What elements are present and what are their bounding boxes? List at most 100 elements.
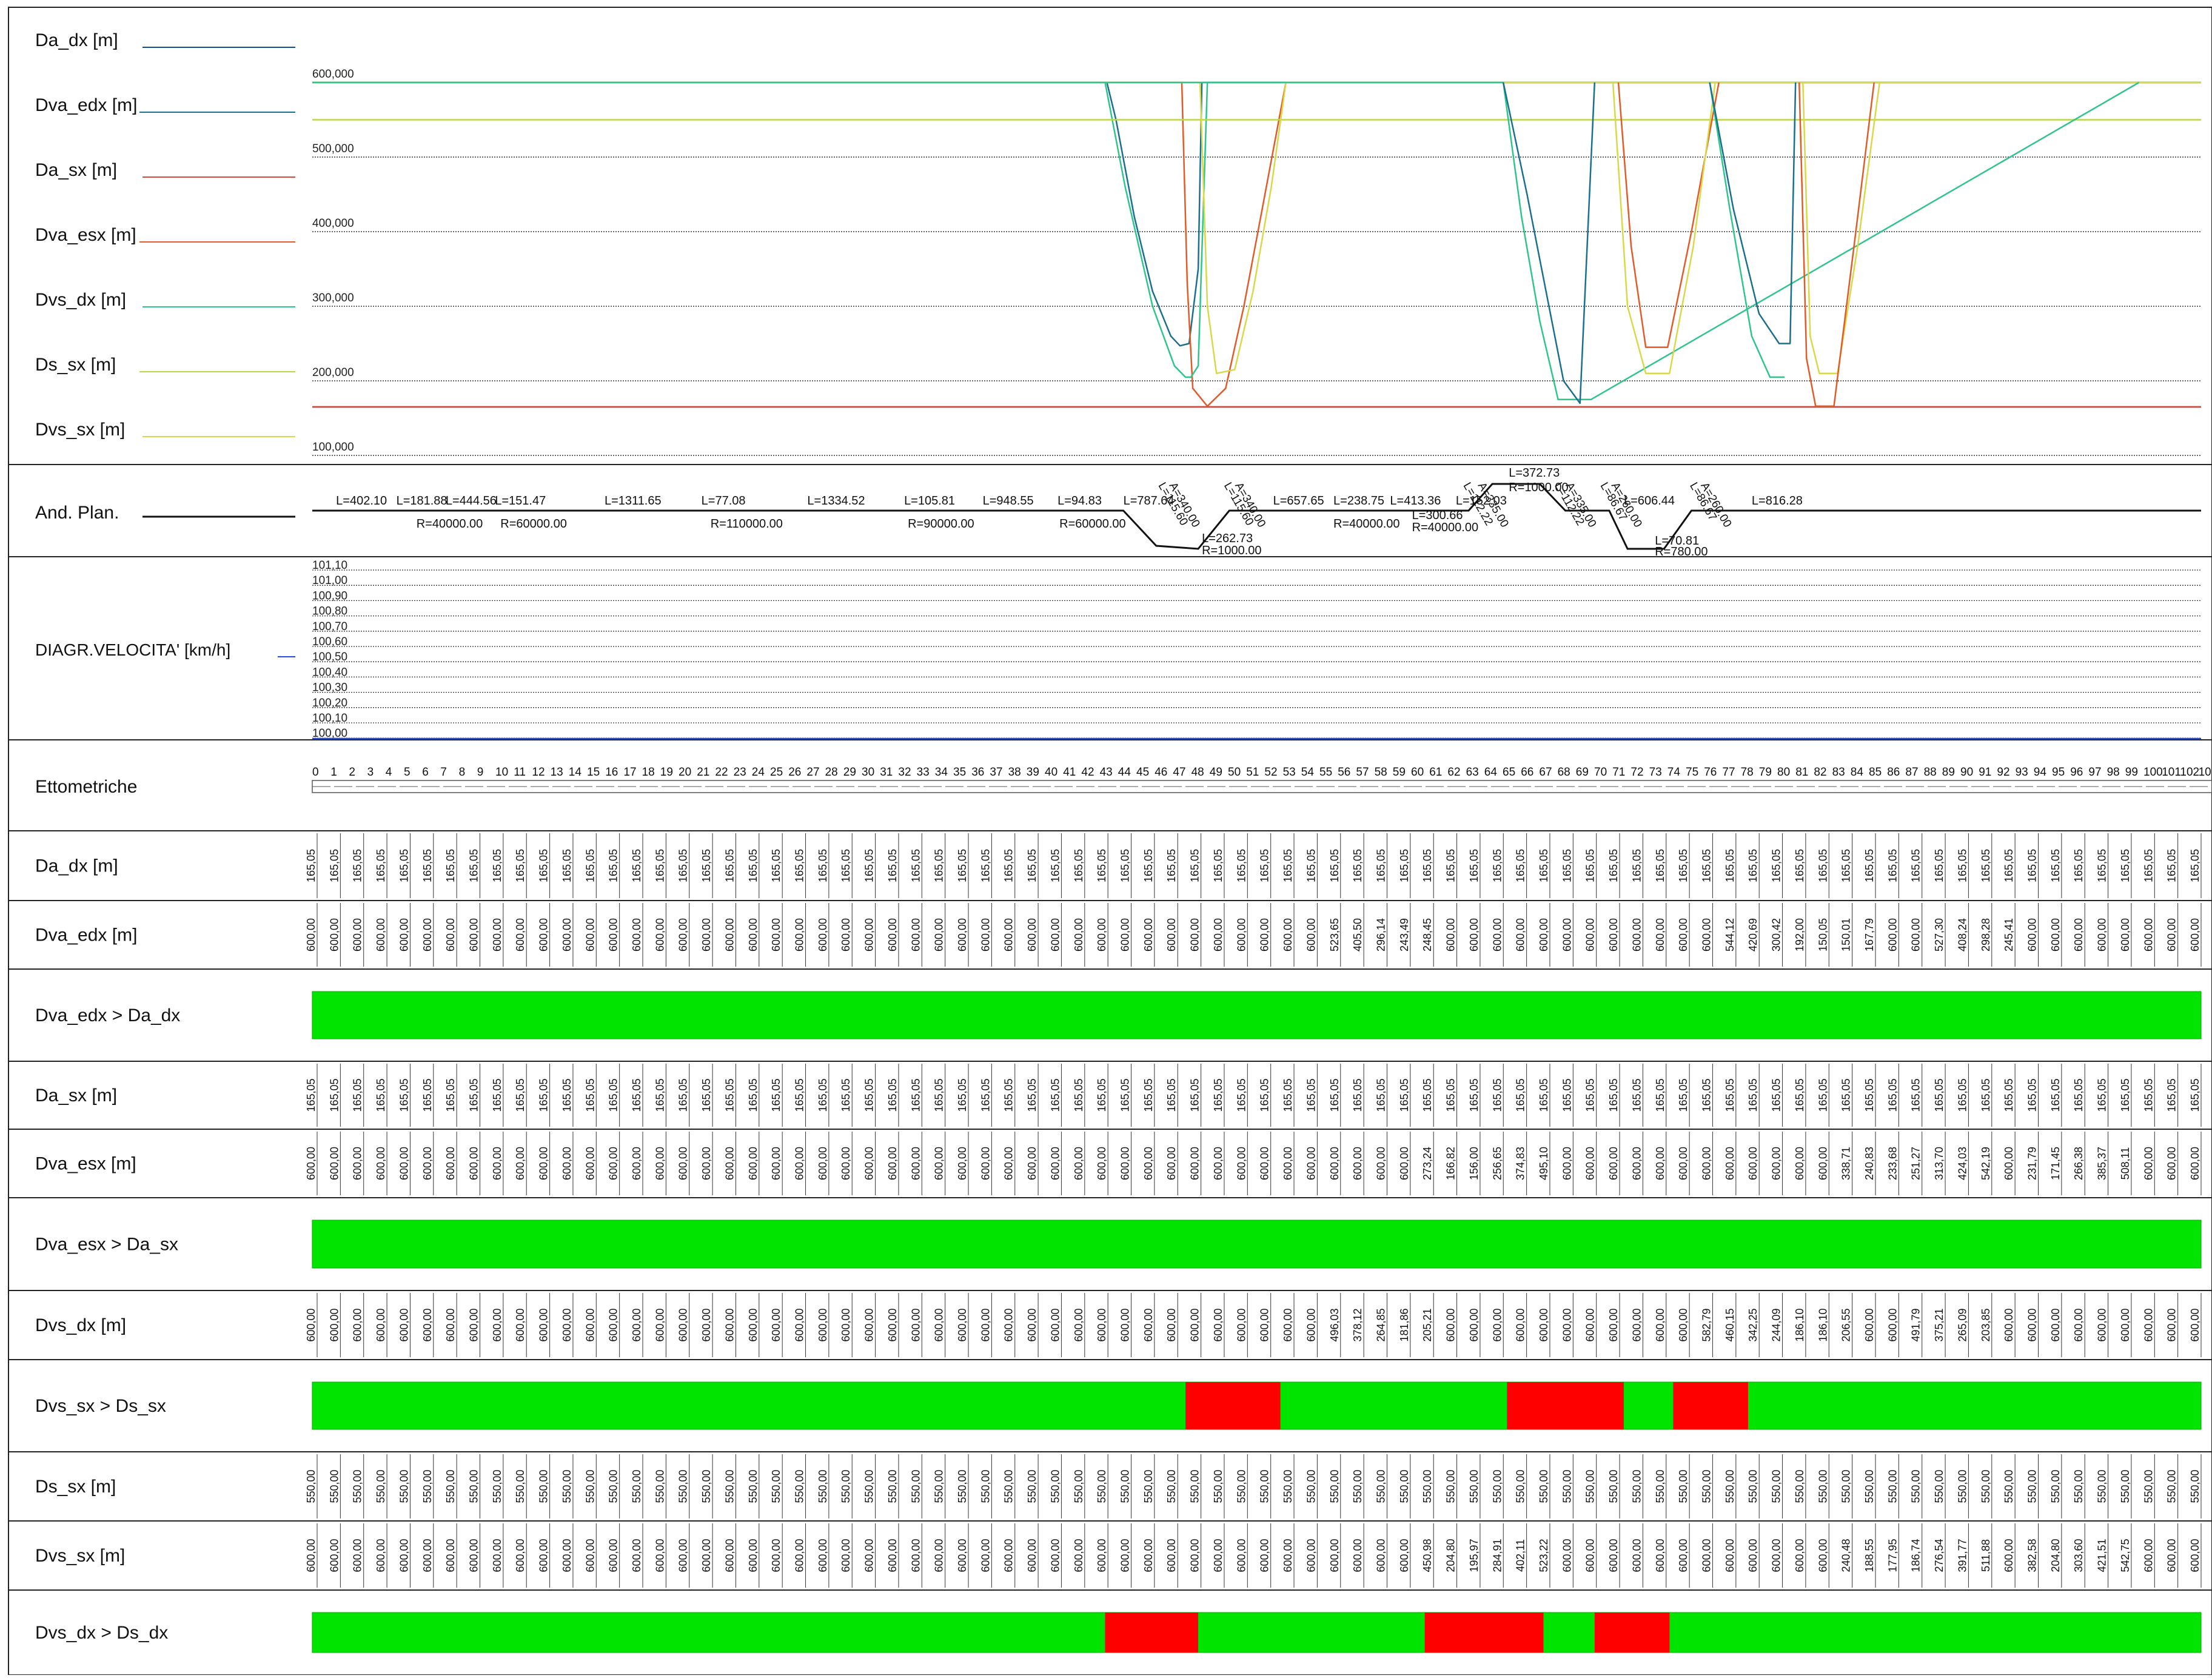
row-value: 165,05 bbox=[770, 1078, 782, 1112]
row-value: 600,00 bbox=[1607, 918, 1620, 951]
row-value: 245,41 bbox=[2003, 918, 2015, 951]
row-value: 600,00 bbox=[794, 1147, 806, 1180]
row-value: 165,05 bbox=[1165, 1078, 1178, 1112]
row-value: 600,00 bbox=[1259, 1308, 1271, 1341]
row-value: 165,05 bbox=[514, 849, 526, 882]
row-value: 600,00 bbox=[2003, 1539, 2015, 1572]
row-value: 600,00 bbox=[1282, 1147, 1294, 1180]
row-value: 165,05 bbox=[631, 849, 643, 882]
row-value: 550,00 bbox=[1631, 1469, 1643, 1503]
ettometriche-number: 39 bbox=[1027, 766, 1039, 779]
row-value: 600,00 bbox=[1445, 1308, 1457, 1341]
row-value: 165,05 bbox=[1235, 849, 1247, 882]
row-value: 600,00 bbox=[1654, 1539, 1666, 1572]
row-value: 600,00 bbox=[1817, 1147, 1829, 1180]
row-value: 600,00 bbox=[328, 1147, 340, 1180]
row-value: 165,05 bbox=[1491, 1078, 1503, 1112]
speed-tick-label: 100,00 bbox=[312, 727, 347, 740]
row-value: 165,05 bbox=[2142, 849, 2154, 882]
row-value: 550,00 bbox=[1886, 1469, 1899, 1503]
row-value: 600,00 bbox=[352, 918, 364, 951]
row-value: 600,00 bbox=[794, 918, 806, 951]
row-value: 165,05 bbox=[2142, 1078, 2154, 1112]
row-value: 600,00 bbox=[1259, 1539, 1271, 1572]
check-bar-fail bbox=[1673, 1382, 1748, 1429]
row-value: 460,15 bbox=[1724, 1308, 1736, 1341]
row-value: 550,00 bbox=[1817, 1469, 1829, 1503]
row-value: 600,00 bbox=[1119, 918, 1131, 951]
row-value: 165,05 bbox=[886, 849, 899, 882]
row-value: 600,00 bbox=[863, 1539, 876, 1572]
row-value: 165,05 bbox=[584, 1078, 596, 1112]
row-value: 600,00 bbox=[1026, 918, 1038, 951]
row-value: 600,00 bbox=[910, 918, 922, 951]
row-value: 378,12 bbox=[1352, 1308, 1364, 1341]
row-value: 600,00 bbox=[2096, 1308, 2108, 1341]
row-value: 544,12 bbox=[1724, 918, 1736, 951]
row-value: 600,00 bbox=[1491, 918, 1503, 951]
row-value: 600,00 bbox=[677, 1147, 689, 1180]
row-value: 600,00 bbox=[1049, 1308, 1061, 1341]
row-value: 600,00 bbox=[1352, 1147, 1364, 1180]
row-value: 195,97 bbox=[1468, 1539, 1480, 1572]
row-value: 600,00 bbox=[1886, 918, 1899, 951]
ettometriche-number: 27 bbox=[806, 766, 819, 779]
row-value: 165,05 bbox=[352, 849, 364, 882]
row-value: 165,05 bbox=[1886, 1078, 1899, 1112]
row-value: 165,05 bbox=[1933, 1078, 1945, 1112]
row-value: 600,00 bbox=[1677, 1308, 1689, 1341]
row-value: 165,05 bbox=[1515, 1078, 1527, 1112]
row-value: 600,00 bbox=[514, 918, 526, 951]
row-value: 550,00 bbox=[2073, 1469, 2085, 1503]
row-value: 165,05 bbox=[1165, 849, 1178, 882]
value-rows: Da_dx [m] 165,05 165,05 165,05 165,05 165,05 1… bbox=[35, 833, 2202, 1653]
row-value: 550,00 bbox=[1933, 1469, 1945, 1503]
row-value: 165,05 bbox=[1607, 849, 1620, 882]
row-value: 600,00 bbox=[421, 1539, 434, 1572]
row-value: 600,00 bbox=[538, 1539, 550, 1572]
plan-element-label: L=444.56 bbox=[446, 494, 497, 508]
row-value: 600,00 bbox=[1003, 1308, 1015, 1341]
row-value: 600,00 bbox=[910, 1539, 922, 1572]
check-bar-fail bbox=[1424, 1613, 1544, 1653]
row-value: 600,00 bbox=[561, 1308, 573, 1341]
ettometriche-number: 78 bbox=[1741, 766, 1754, 779]
plan-element-label: L=402.10 bbox=[336, 494, 387, 508]
row-value: 600,00 bbox=[1073, 1147, 1085, 1180]
row-value: 550,00 bbox=[1398, 1469, 1410, 1503]
ettometriche-number: 84 bbox=[1851, 766, 1864, 779]
row-value: 550,00 bbox=[1468, 1469, 1480, 1503]
row-value: 165,05 bbox=[817, 1078, 829, 1112]
row-value: 600,00 bbox=[933, 1308, 945, 1341]
row-value: 600,00 bbox=[1026, 1308, 1038, 1341]
row-value: 600,00 bbox=[1073, 1308, 1085, 1341]
row-value: 165,05 bbox=[1677, 1078, 1689, 1112]
row-value: 600,00 bbox=[1794, 1147, 1806, 1180]
row-value: 600,00 bbox=[584, 918, 596, 951]
row-value: 600,00 bbox=[1910, 918, 1922, 951]
row-value: 165,05 bbox=[1794, 1078, 1806, 1112]
row-value: 600,00 bbox=[863, 1308, 876, 1341]
legend-label-Da_dx: Da_dx [m] bbox=[35, 30, 118, 50]
row-value: 165,05 bbox=[1515, 849, 1527, 882]
row-value: 165,05 bbox=[1840, 849, 1852, 882]
ettometriche-number: 73 bbox=[1649, 766, 1662, 779]
row-value: 600,00 bbox=[1584, 918, 1597, 951]
row-value: 542,19 bbox=[1980, 1147, 1992, 1180]
row-value: 600,00 bbox=[654, 1147, 666, 1180]
row-value: 550,00 bbox=[1863, 1469, 1875, 1503]
ettometriche-number: 66 bbox=[1521, 766, 1533, 779]
row-value: 600,00 bbox=[817, 1308, 829, 1341]
row-value: 550,00 bbox=[1607, 1469, 1620, 1503]
row-value: 165,05 bbox=[1980, 1078, 1992, 1112]
row-value: 391,77 bbox=[1956, 1539, 1968, 1572]
row-value: 600,00 bbox=[538, 918, 550, 951]
row-value: 600,00 bbox=[1189, 1147, 1201, 1180]
row-value: 165,05 bbox=[1817, 849, 1829, 882]
ettometriche-number: 85 bbox=[1869, 766, 1882, 779]
row-value: 165,05 bbox=[1445, 1078, 1457, 1112]
row-value: 165,05 bbox=[2003, 1078, 2015, 1112]
row-value: 205,21 bbox=[1421, 1308, 1433, 1341]
row-value: 600,00 bbox=[770, 1539, 782, 1572]
ettometriche-number: 36 bbox=[971, 766, 984, 779]
